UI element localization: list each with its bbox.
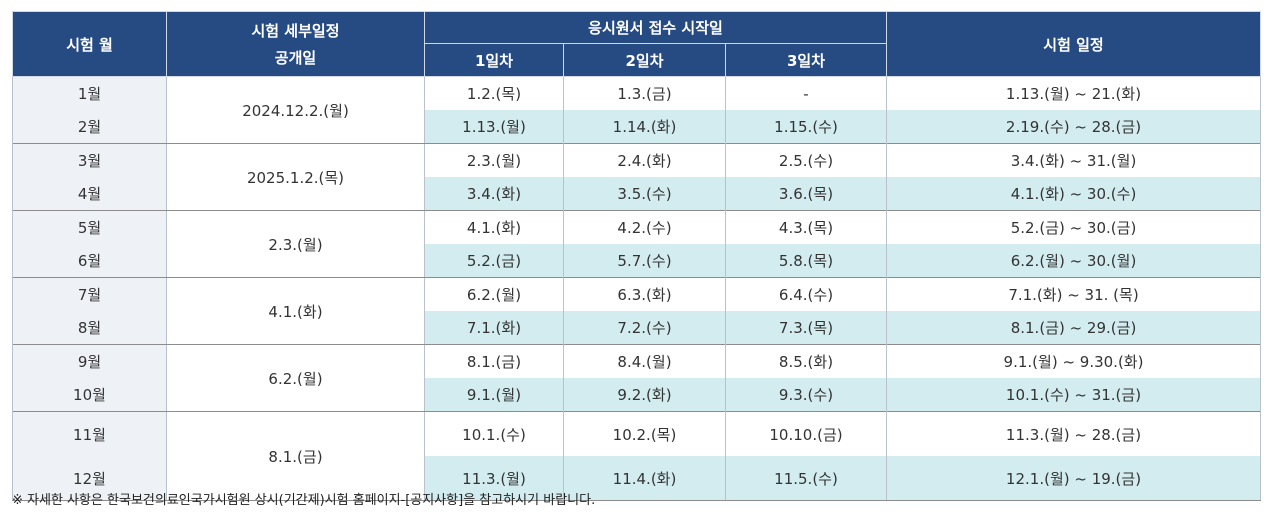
exam-period-cell: 5.2.(금) ~ 30.(금): [886, 210, 1261, 244]
application-day3-cell: 4.3.(목): [725, 210, 887, 244]
application-day3-cell: -: [725, 76, 887, 110]
table-row: 11월 8.1.(금) 10.1.(수) 10.2.(목) 10.10.(금) 11.3.…: [12, 411, 1261, 501]
schedule-table-container: 시험 월 시험 세부일정 공개일 응시원서 접수 시작일 시험 일정 1일차 2…: [12, 11, 1261, 501]
application-day2-cell: 3.5.(수): [563, 177, 726, 211]
table-row: 4월 3.4.(화) 3.5.(수) 3.6.(목) 4.1.(화) ~ 30.(수): [12, 177, 1261, 211]
exam-month-cell: 11월: [12, 411, 167, 456]
exam-month-cell: 7월: [12, 277, 167, 311]
exam-month-cell: 6월: [12, 244, 167, 278]
table-row: 9월 6.2.(월) 8.1.(금) 8.4.(월) 8.5.(화) 9.1.(월) ~ …: [12, 344, 1261, 412]
exam-period-cell: 2.19.(수) ~ 28.(금): [886, 110, 1261, 144]
application-day1-cell: 5.2.(금): [424, 244, 564, 278]
exam-period-cell: 6.2.(월) ~ 30.(월): [886, 244, 1261, 278]
table-row: 7월 4.1.(화) 6.2.(월) 6.3.(화) 6.4.(수) 7.1.(화) ~ …: [12, 277, 1261, 345]
table-row: 10월 9.1.(월) 9.2.(화) 9.3.(수) 10.1.(수) ~ 31.(금…: [12, 378, 1261, 412]
table-row: 3월 2025.1.2.(목) 2.3.(월) 2.4.(화) 2.5.(수) 3.4.(…: [12, 143, 1261, 211]
exam-month-cell: 2월: [12, 110, 167, 144]
exam-period-cell: 3.4.(화) ~ 31.(월): [886, 143, 1261, 177]
exam-period-cell: 12.1.(월) ~ 19.(금): [886, 456, 1261, 501]
application-day3-cell: 1.15.(수): [725, 110, 887, 144]
exam-month-cell: 5월: [12, 210, 167, 244]
exam-month-cell: 8월: [12, 311, 167, 345]
table-body: 1월 2024.12.2.(월) 1.2.(목) 1.3.(금) -1.13.(월) ~…: [12, 76, 1261, 501]
application-day3-cell: 2.5.(수): [725, 143, 887, 177]
application-day1-cell: 8.1.(금): [424, 344, 564, 378]
application-day1-cell: 3.4.(화): [424, 177, 564, 211]
application-day1-cell: 2.3.(월): [424, 143, 564, 177]
table-row: 5월 2.3.(월) 4.1.(화) 4.2.(수) 4.3.(목) 5.2.(금) ~ …: [12, 210, 1261, 278]
application-day1-cell: 1.2.(목): [424, 76, 564, 110]
application-day3-cell: 7.3.(목): [725, 311, 887, 345]
exam-period-cell: 7.1.(화) ~ 31. (목): [886, 277, 1261, 311]
application-day2-cell: 8.4.(월): [563, 344, 726, 378]
application-day2-cell: 7.2.(수): [563, 311, 726, 345]
table-row: 8월 7.1.(화) 7.2.(수) 7.3.(목) 8.1.(금) ~ 29.(금): [12, 311, 1261, 345]
application-day2-cell: 11.4.(화): [563, 456, 726, 501]
exam-period-cell: 8.1.(금) ~ 29.(금): [886, 311, 1261, 345]
application-day3-cell: 3.6.(목): [725, 177, 887, 211]
application-day2-cell: 1.3.(금): [563, 76, 726, 110]
schedule-release-cell: 2025.1.2.(목): [166, 143, 425, 211]
application-day1-cell: 6.2.(월): [424, 277, 564, 311]
header-schedule-release-line2: 공개일: [274, 49, 317, 67]
exam-month-cell: 1월: [12, 76, 167, 110]
header-day3: 3일차: [725, 43, 887, 77]
header-exam-month: 시험 월: [12, 11, 167, 77]
application-day1-cell: 11.3.(월): [424, 456, 564, 501]
exam-period-cell: 11.3.(월) ~ 28.(금): [886, 411, 1261, 456]
application-day3-cell: 6.4.(수): [725, 277, 887, 311]
table-row: 1월 2024.12.2.(월) 1.2.(목) 1.3.(금) -1.13.(월) ~…: [12, 76, 1261, 144]
application-day2-cell: 9.2.(화): [563, 378, 726, 412]
schedule-release-cell: 2.3.(월): [166, 210, 425, 278]
exam-period-cell: 9.1.(월) ~ 9.30.(화): [886, 344, 1261, 378]
footnote: ※ 자세한 사항은 한국보건의료인국가시험원 상시(기간제)시험 홈페이지-[공…: [12, 493, 596, 508]
exam-month-cell: 9월: [12, 344, 167, 378]
exam-month-cell: 12월: [12, 456, 167, 501]
header-schedule-release-line1: 시험 세부일정: [251, 22, 340, 40]
application-day1-cell: 9.1.(월): [424, 378, 564, 412]
application-day1-cell: 4.1.(화): [424, 210, 564, 244]
application-day3-cell: 5.8.(목): [725, 244, 887, 278]
table-row: 2월 1.13.(월) 1.14.(화) 1.15.(수) 2.19.(수) ~ 28.…: [12, 110, 1261, 144]
application-day1-cell: 10.1.(수): [424, 411, 564, 456]
application-day3-cell: 8.5.(화): [725, 344, 887, 378]
exam-period-cell: 10.1.(수) ~ 31.(금): [886, 378, 1261, 412]
exam-month-cell: 10월: [12, 378, 167, 412]
application-day3-cell: 10.10.(금): [725, 411, 887, 456]
application-day2-cell: 1.14.(화): [563, 110, 726, 144]
application-day1-cell: 1.13.(월): [424, 110, 564, 144]
header-application-start: 응시원서 접수 시작일: [424, 11, 887, 44]
application-day3-cell: 9.3.(수): [725, 378, 887, 412]
header-schedule-release: 시험 세부일정 공개일: [166, 11, 425, 77]
schedule-release-cell: 2024.12.2.(월): [166, 76, 425, 144]
exam-schedule-table: 시험 월 시험 세부일정 공개일 응시원서 접수 시작일 시험 일정 1일차 2…: [12, 11, 1261, 501]
exam-period-cell: 4.1.(화) ~ 30.(수): [886, 177, 1261, 211]
exam-month-cell: 4월: [12, 177, 167, 211]
application-day3-cell: 11.5.(수): [725, 456, 887, 501]
schedule-release-cell: 8.1.(금): [166, 411, 425, 501]
application-day2-cell: 5.7.(수): [563, 244, 726, 278]
application-day2-cell: 10.2.(목): [563, 411, 726, 456]
header-day1: 1일차: [424, 43, 564, 77]
application-day1-cell: 7.1.(화): [424, 311, 564, 345]
schedule-release-cell: 4.1.(화): [166, 277, 425, 345]
table-row: 6월 5.2.(금) 5.7.(수) 5.8.(목) 6.2.(월) ~ 30.(월): [12, 244, 1261, 278]
application-day2-cell: 4.2.(수): [563, 210, 726, 244]
schedule-release-cell: 6.2.(월): [166, 344, 425, 412]
exam-period-cell: 1.13.(월) ~ 21.(화): [886, 76, 1261, 110]
exam-month-cell: 3월: [12, 143, 167, 177]
application-day2-cell: 2.4.(화): [563, 143, 726, 177]
table-header: 시험 월 시험 세부일정 공개일 응시원서 접수 시작일 시험 일정 1일차 2…: [12, 11, 1261, 77]
table-row: 12월 11.3.(월) 11.4.(화) 11.5.(수) 12.1.(월) ~ 19…: [12, 456, 1261, 501]
header-day2: 2일차: [563, 43, 726, 77]
application-day2-cell: 6.3.(화): [563, 277, 726, 311]
header-exam-period: 시험 일정: [886, 11, 1261, 77]
